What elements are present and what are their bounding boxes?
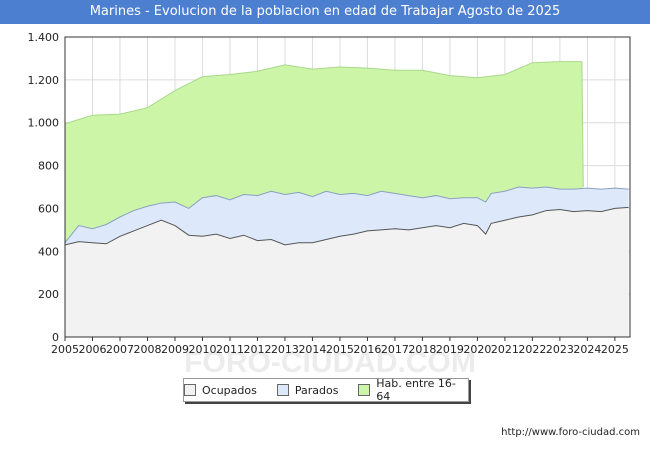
x-tick-label: 2006 [78, 343, 106, 356]
area-ocupados [65, 207, 629, 337]
y-tick-label: 1.200 [28, 74, 60, 87]
legend-label-habitantes: Hab. entre 16-64 [376, 377, 456, 403]
series-areas [65, 61, 629, 338]
chart-title: Marines - Evolucion de la poblacion en e… [0, 0, 650, 24]
legend-label-ocupados: Ocupados [202, 383, 257, 397]
x-tick-label: 2025 [601, 343, 629, 356]
line-parados [64, 186, 629, 244]
y-tick-label: 400 [38, 245, 59, 258]
plot-frame [64, 36, 631, 338]
y-tick-label: 600 [38, 202, 59, 215]
x-tick-label: 2008 [133, 343, 161, 356]
x-tick-label: 2013 [271, 343, 299, 356]
legend: Ocupados Parados Hab. entre 16-64 [183, 377, 469, 403]
x-tick-label: 2015 [326, 343, 354, 356]
x-tick-label: 2014 [298, 343, 326, 356]
line-habitantes [64, 61, 584, 188]
legend-item-ocupados: Ocupados [184, 384, 257, 397]
x-tick-label: 2023 [546, 343, 574, 356]
x-tick-label: 2010 [188, 343, 216, 356]
series-lines [64, 61, 629, 246]
x-tick-label: 2005 [51, 343, 79, 356]
x-tick-label: 2021 [491, 343, 519, 356]
legend-item-habitantes: Hab. entre 16-64 [358, 377, 468, 403]
y-tick-label: 1.400 [28, 31, 60, 44]
x-tick-label: 2009 [161, 343, 189, 356]
legend-swatch-habitantes [358, 384, 371, 396]
legend-label-parados: Parados [294, 383, 339, 397]
legend-swatch-parados [276, 384, 289, 396]
x-tick-label: 2019 [436, 343, 464, 356]
y-tick-label: 1.000 [28, 117, 60, 130]
source-url: http://www.foro-ciudad.com [501, 427, 640, 438]
watermark-text: FORO-CIUDAD.COM [184, 346, 476, 379]
x-tick-label: 2024 [573, 343, 601, 356]
legend-item-parados: Parados [276, 383, 339, 397]
y-axis-ticks: 0 200 400 600 800 1.000 1.200 1.400 [28, 31, 60, 344]
x-tick-label: 2012 [243, 343, 271, 356]
x-tick-label: 2018 [408, 343, 436, 356]
legend-swatch-ocupados [184, 384, 196, 396]
y-tick-label: 800 [38, 160, 59, 173]
line-ocupados [64, 206, 629, 246]
x-tick-label: 2022 [518, 343, 546, 356]
y-tick-label: 0 [52, 331, 59, 344]
x-tick-label: 2017 [381, 343, 409, 356]
x-axis-ticks: 2005 2006 2007 2008 2009 2010 2011 2012 2013 2014… [51, 337, 629, 356]
x-tick-label: 2007 [106, 343, 134, 356]
x-tick-label: 2011 [216, 343, 244, 356]
x-tick-label: 2016 [353, 343, 381, 356]
y-tick-label: 200 [38, 288, 59, 301]
x-tick-label: 2020 [463, 343, 491, 356]
